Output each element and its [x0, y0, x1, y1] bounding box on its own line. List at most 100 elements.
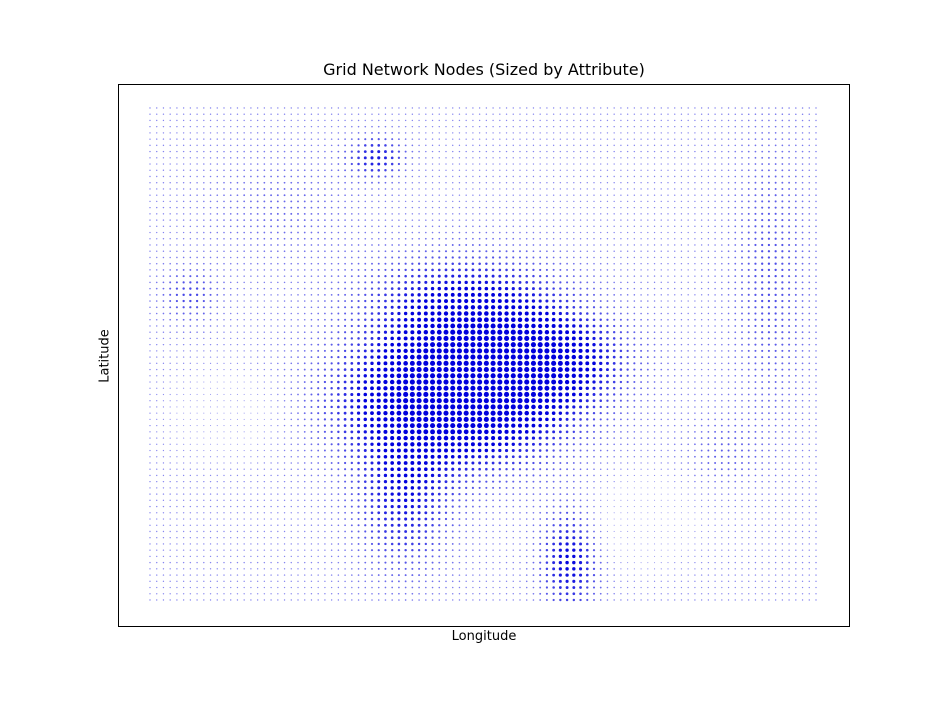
node-point	[404, 274, 407, 278]
node-point	[470, 379, 476, 385]
node-point	[457, 292, 462, 297]
node-point	[465, 580, 467, 583]
node-point	[196, 530, 198, 533]
node-point	[175, 306, 178, 309]
node-point	[250, 219, 252, 222]
node-point	[519, 231, 521, 234]
node-point	[451, 561, 454, 564]
node-point	[337, 337, 340, 340]
node-point	[277, 350, 279, 352]
node-point	[256, 107, 259, 109]
node-point	[485, 188, 488, 190]
node-point	[445, 219, 447, 221]
node-point	[310, 219, 313, 222]
node-point	[169, 599, 171, 601]
node-point	[290, 599, 292, 601]
node-point	[290, 244, 293, 246]
node-point	[391, 194, 393, 196]
node-point	[243, 325, 245, 327]
node-point	[370, 162, 374, 166]
node-point	[546, 169, 548, 171]
node-point	[250, 163, 252, 165]
node-point	[456, 367, 463, 373]
node-point	[472, 536, 474, 539]
node-point	[270, 549, 272, 551]
node-point	[290, 219, 293, 222]
node-point	[404, 592, 407, 595]
node-point	[229, 319, 232, 321]
node-point	[505, 586, 508, 589]
node-point	[452, 138, 454, 140]
node-point	[176, 331, 178, 333]
node-point	[236, 524, 239, 526]
node-point	[209, 593, 212, 595]
node-point	[552, 281, 555, 284]
node-point	[149, 169, 151, 171]
node-point	[203, 362, 205, 364]
node-point	[472, 555, 474, 558]
node-point	[431, 486, 435, 490]
node-point	[539, 580, 542, 583]
node-point	[176, 219, 178, 221]
node-point	[169, 231, 171, 234]
node-point	[431, 505, 434, 508]
node-point	[196, 412, 198, 414]
node-point	[183, 443, 185, 445]
node-point	[438, 169, 440, 171]
node-point	[430, 410, 436, 416]
node-point	[243, 132, 245, 134]
node-point	[384, 580, 387, 583]
node-point	[445, 119, 447, 122]
node-point	[391, 225, 393, 228]
node-point	[470, 305, 476, 310]
node-point	[545, 505, 548, 508]
node-point	[323, 399, 327, 402]
node-point	[525, 555, 528, 558]
node-point	[263, 262, 266, 265]
node-point	[149, 512, 151, 514]
node-point	[196, 356, 198, 358]
node-point	[256, 231, 259, 234]
node-point	[519, 200, 521, 203]
node-point	[337, 411, 340, 415]
node-point	[310, 593, 313, 595]
node-point	[223, 543, 225, 545]
node-point	[196, 599, 198, 601]
node-point	[250, 132, 252, 134]
node-point	[182, 568, 185, 570]
node-point	[552, 561, 556, 565]
node-point	[457, 467, 461, 471]
node-point	[377, 561, 380, 564]
node-point	[270, 381, 272, 383]
node-point	[492, 113, 494, 115]
node-point	[297, 356, 299, 358]
node-point	[344, 262, 346, 265]
node-point	[465, 119, 467, 122]
node-point	[458, 107, 461, 109]
node-point	[546, 213, 548, 215]
node-point	[270, 188, 273, 190]
node-point	[411, 206, 414, 209]
node-point	[458, 511, 461, 514]
node-point	[209, 175, 212, 178]
node-point	[499, 536, 501, 539]
node-point	[370, 373, 374, 378]
node-point	[465, 237, 468, 240]
node-point	[383, 324, 387, 328]
node-point	[256, 462, 259, 464]
node-point	[444, 299, 448, 304]
node-point	[418, 144, 420, 147]
node-point	[491, 262, 495, 265]
node-point	[519, 125, 521, 128]
node-point	[498, 256, 501, 259]
node-point	[384, 549, 387, 552]
node-point	[216, 350, 218, 352]
node-point	[519, 561, 521, 564]
node-point	[431, 555, 434, 558]
node-point	[463, 367, 469, 373]
node-point	[504, 367, 510, 373]
node-point	[304, 113, 306, 115]
node-point	[363, 474, 367, 477]
node-point	[203, 250, 205, 253]
node-point	[363, 411, 368, 415]
